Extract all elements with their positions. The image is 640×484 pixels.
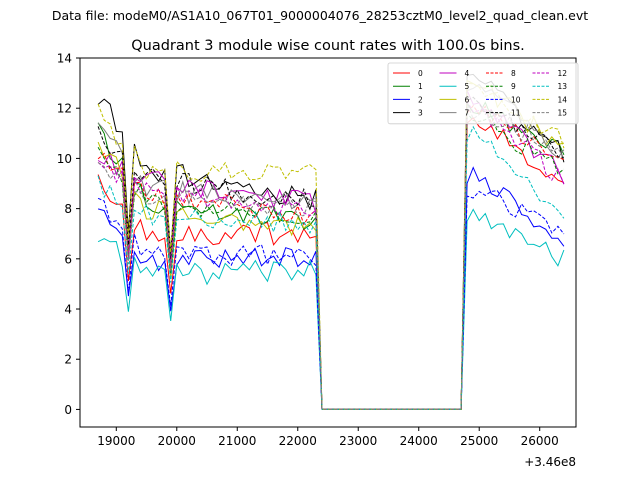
legend-label-0: 0 xyxy=(418,69,423,78)
y-tick-label: 10 xyxy=(57,152,72,166)
legend-label-13: 13 xyxy=(558,82,568,91)
x-tick-label: 20000 xyxy=(158,434,196,448)
legend-label-10: 10 xyxy=(511,95,521,104)
y-tick-label: 12 xyxy=(57,102,72,116)
legend-label-7: 7 xyxy=(465,109,470,118)
x-tick-label: 23000 xyxy=(339,434,377,448)
legend-label-2: 2 xyxy=(418,95,423,104)
legend-label-12: 12 xyxy=(558,69,568,78)
legend-label-11: 11 xyxy=(511,109,521,118)
y-tick-label: 14 xyxy=(57,52,72,66)
legend-label-3: 3 xyxy=(418,109,423,118)
legend-box xyxy=(387,62,579,125)
y-tick-label: 4 xyxy=(64,303,72,317)
legend-label-8: 8 xyxy=(511,69,516,78)
series-layer xyxy=(97,73,565,410)
axis-layer: 19000 20000 21000 22000 23000 24000 25000 26000… xyxy=(57,52,559,449)
legend-label-9: 9 xyxy=(511,82,516,91)
chart-suptitle: Data file: modeM0/AS1A10_067T01_90000040… xyxy=(52,8,588,23)
y-tick-label: 0 xyxy=(64,403,72,417)
x-tick-label: 25000 xyxy=(460,434,498,448)
y-tick-label: 8 xyxy=(64,202,72,216)
y-tick-label: 2 xyxy=(64,353,72,367)
chart-title: Quadrant 3 module wise count rates with … xyxy=(131,38,525,54)
legend-label-4: 4 xyxy=(465,69,470,78)
legend-label-15: 15 xyxy=(558,109,568,118)
plot-frame xyxy=(79,57,577,428)
x-tick-label: 22000 xyxy=(279,434,317,448)
series-line-9 xyxy=(97,111,565,410)
x-tick-label: 21000 xyxy=(218,434,256,448)
y-tick-label: 6 xyxy=(64,252,72,266)
x-offset-label: +3.46e8 xyxy=(524,455,576,469)
x-tick-label: 19000 xyxy=(97,434,135,448)
x-tick-label: 24000 xyxy=(400,434,438,448)
legend-label-1: 1 xyxy=(418,82,423,91)
legend-label-6: 6 xyxy=(465,95,470,104)
x-tick-label: 26000 xyxy=(521,434,559,448)
legend-label-5: 5 xyxy=(465,82,470,91)
legend-label-14: 14 xyxy=(558,95,568,104)
